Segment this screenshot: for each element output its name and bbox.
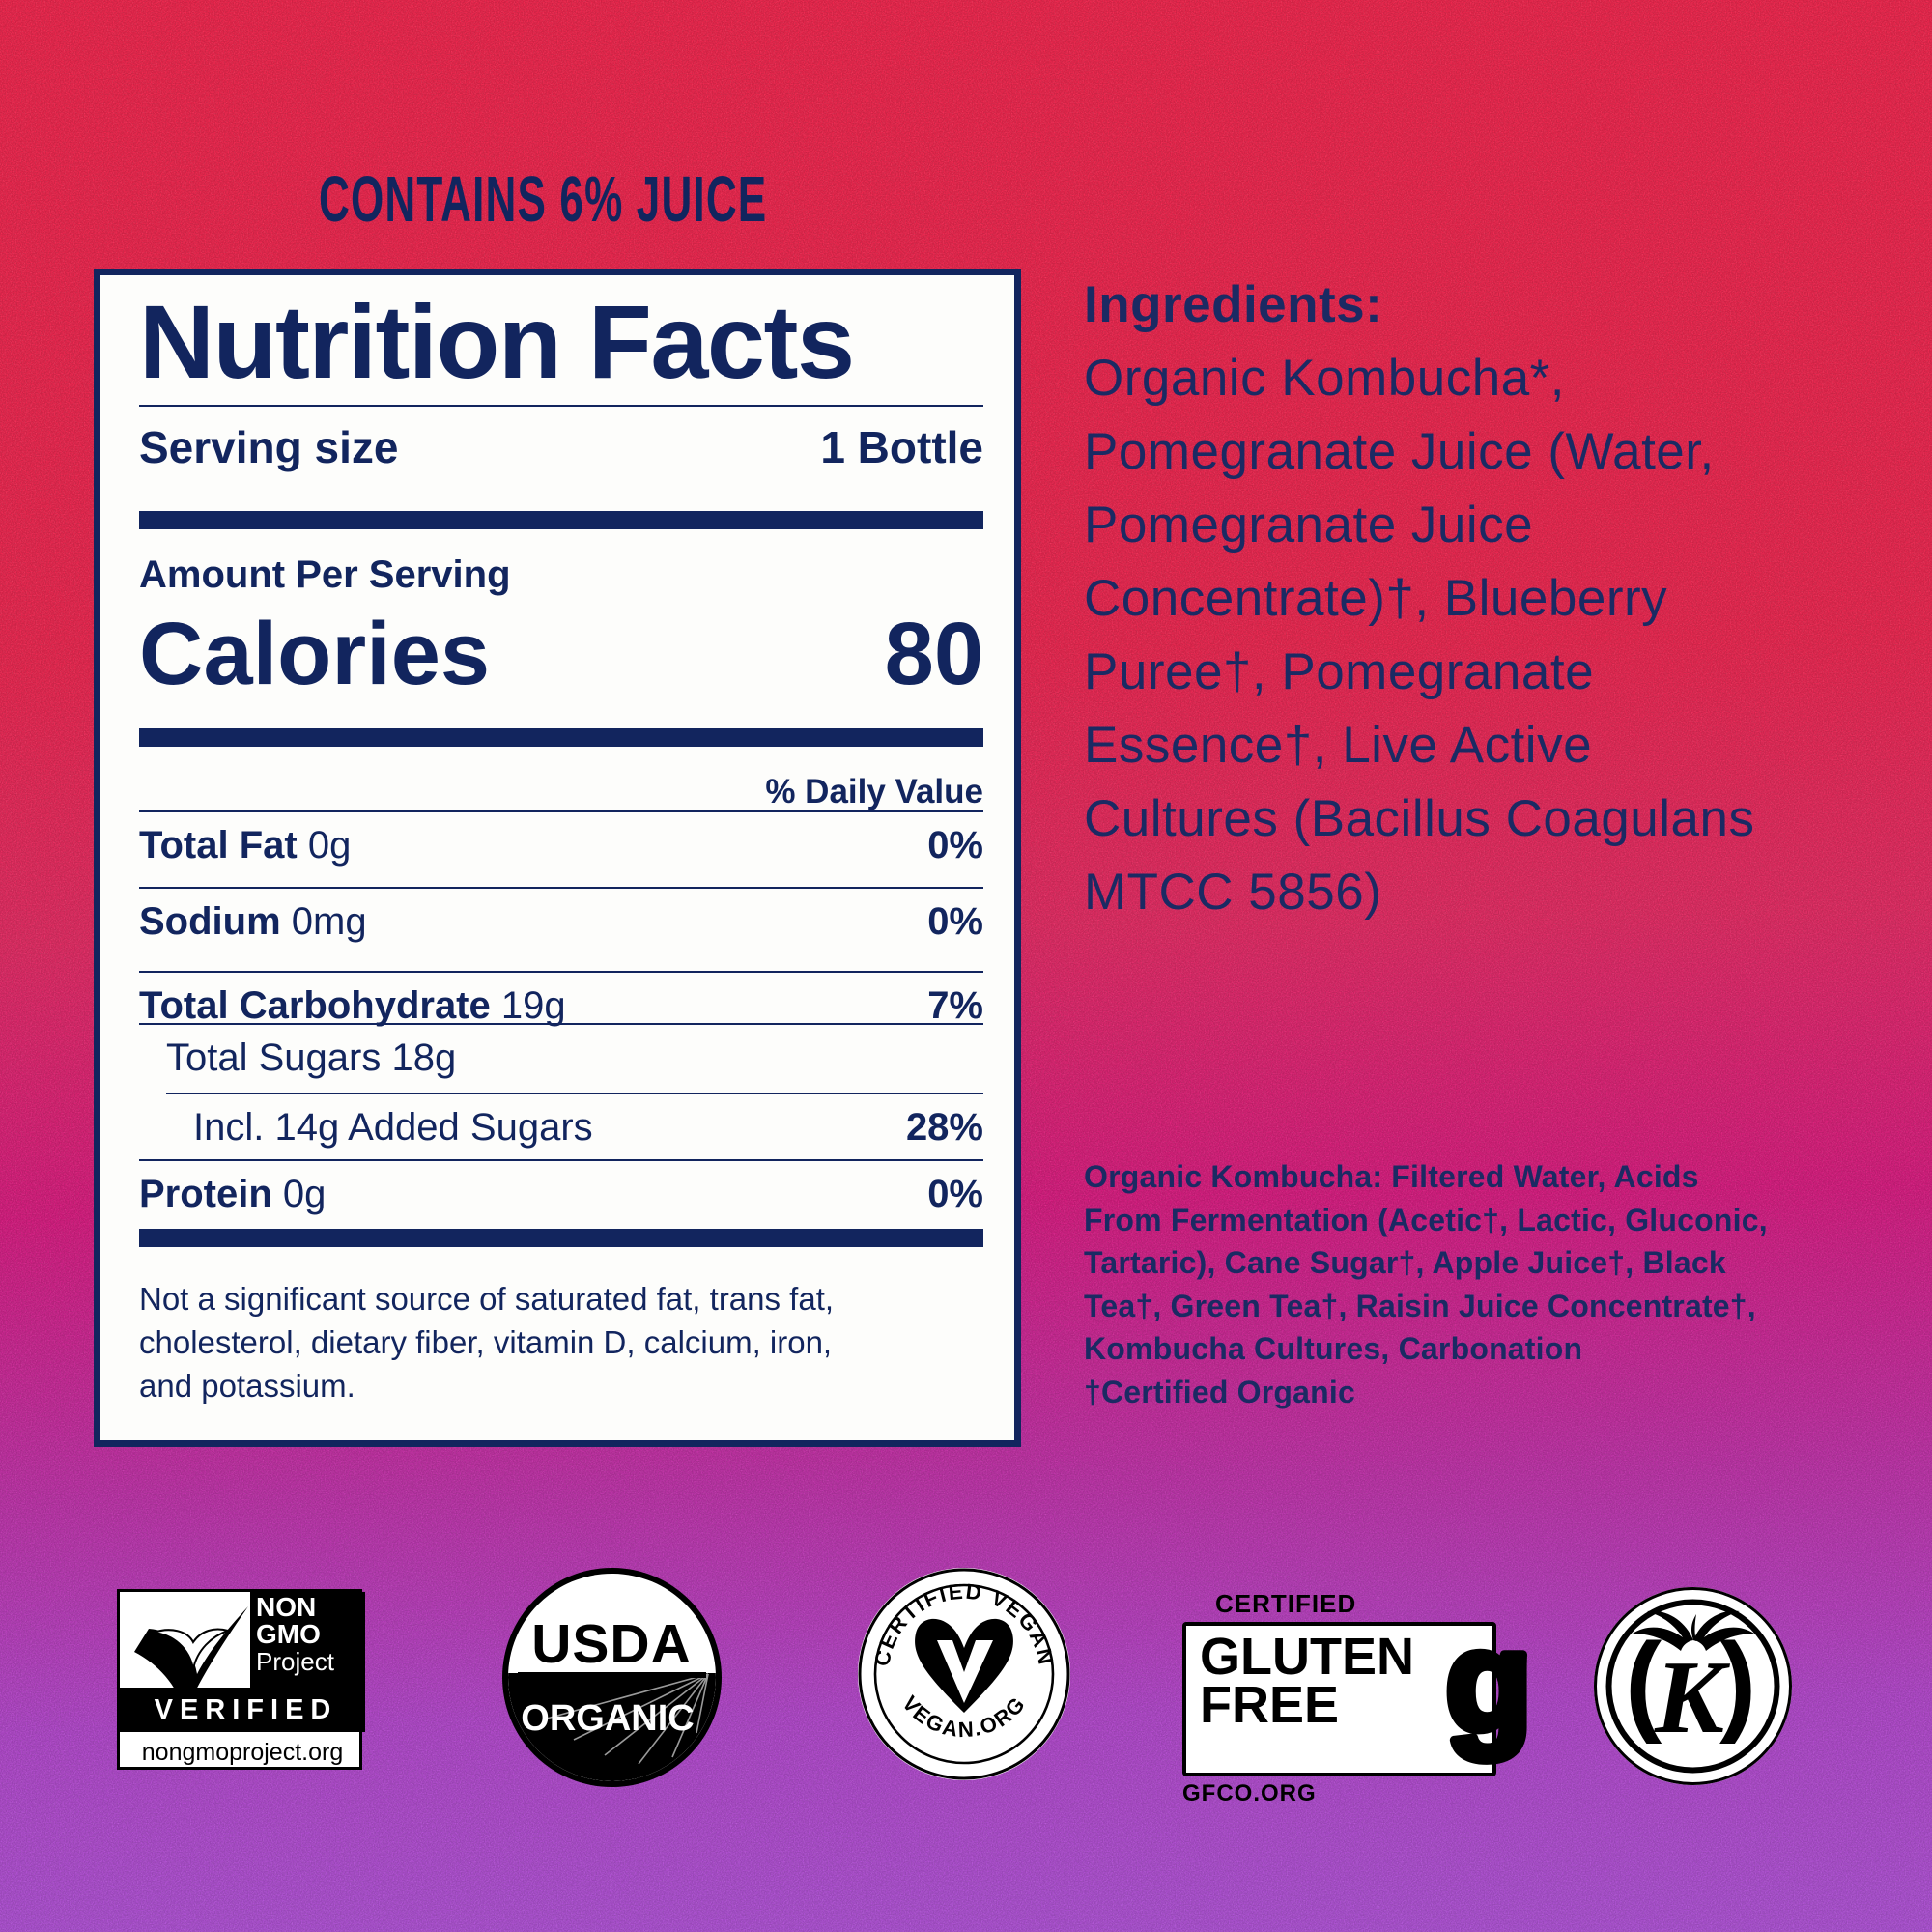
svg-text:ORGANIC: ORGANIC: [521, 1698, 694, 1739]
svg-text:): ): [1719, 1621, 1756, 1745]
svg-text:USDA: USDA: [531, 1613, 692, 1675]
svg-text:K: K: [1654, 1640, 1731, 1755]
